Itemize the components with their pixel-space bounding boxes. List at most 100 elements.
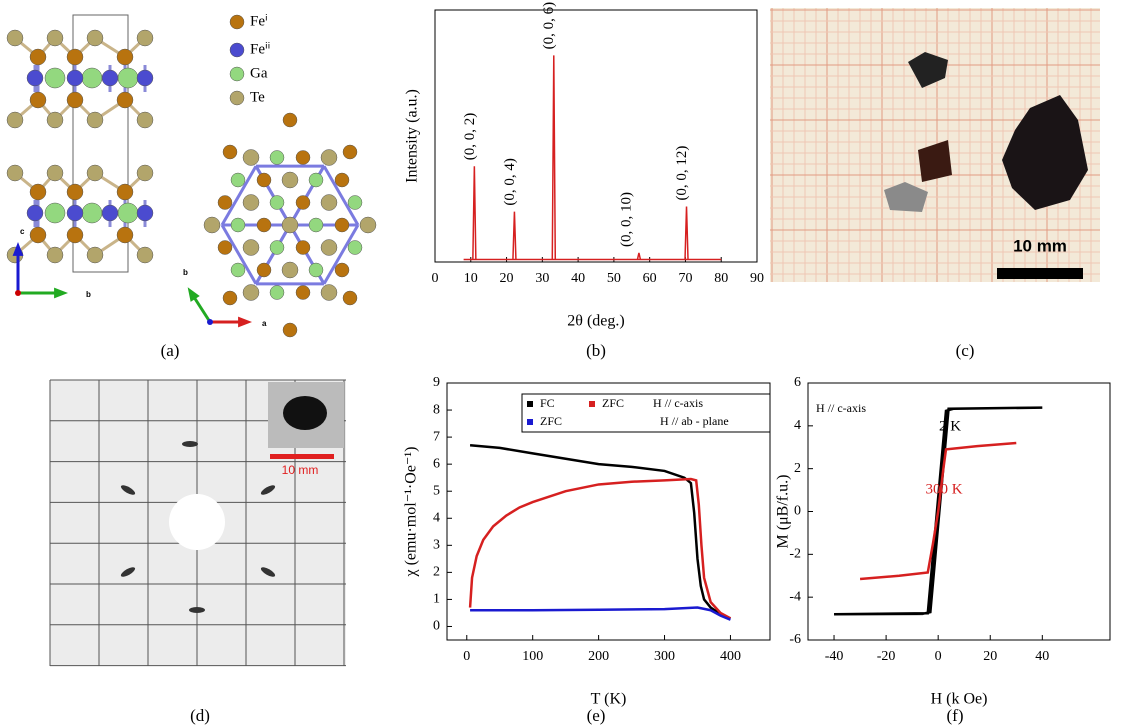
atom bbox=[295, 240, 311, 255]
atom bbox=[334, 262, 350, 278]
x-tick-label: 80 bbox=[714, 271, 728, 286]
atom bbox=[269, 195, 285, 210]
atom bbox=[282, 112, 298, 128]
panel-label: (d) bbox=[190, 706, 210, 725]
legend-swatch bbox=[527, 419, 533, 425]
atom bbox=[295, 285, 311, 300]
x-tick-label: 20 bbox=[500, 271, 514, 286]
y-tick-label: -2 bbox=[789, 547, 801, 562]
atom bbox=[229, 42, 245, 58]
atom bbox=[44, 202, 66, 224]
legend-label: Feⁱ bbox=[250, 13, 268, 29]
x-tick-label: 10 bbox=[464, 271, 478, 286]
bond bbox=[322, 165, 360, 226]
atom bbox=[229, 90, 245, 106]
panel-label: (c) bbox=[956, 341, 975, 360]
atom bbox=[295, 150, 311, 165]
legend-label: Te bbox=[250, 89, 265, 105]
atom bbox=[136, 111, 154, 129]
x-tick-label: -40 bbox=[825, 649, 844, 664]
axis-origin bbox=[207, 319, 213, 325]
atom bbox=[203, 216, 221, 234]
atom bbox=[230, 217, 246, 233]
scale-label: 10 mm bbox=[1013, 236, 1067, 255]
y-tick-label: 2 bbox=[794, 461, 801, 476]
peak-label: (0, 0, 2) bbox=[462, 113, 478, 161]
panel-label: (e) bbox=[587, 706, 606, 725]
annotation: H // c-axis bbox=[816, 401, 866, 415]
atom bbox=[269, 150, 285, 165]
atom bbox=[116, 91, 134, 109]
bond bbox=[220, 224, 258, 285]
y-axis-label: M (μB/f.u.) bbox=[775, 475, 792, 549]
data-line bbox=[468, 477, 732, 620]
atom bbox=[281, 171, 299, 189]
atom bbox=[46, 164, 64, 182]
atom bbox=[269, 240, 285, 255]
atom bbox=[256, 262, 272, 278]
atom bbox=[359, 216, 377, 234]
atom bbox=[66, 69, 84, 87]
legend-swatch bbox=[589, 401, 595, 407]
atom bbox=[222, 144, 238, 160]
bond bbox=[220, 165, 258, 226]
atom bbox=[46, 246, 64, 264]
laue-spot bbox=[260, 567, 276, 577]
atom bbox=[347, 240, 363, 255]
atom bbox=[86, 164, 104, 182]
laue-spot bbox=[189, 607, 205, 613]
atom bbox=[117, 67, 139, 89]
unit-cell bbox=[72, 14, 129, 273]
peak-label: (0, 0, 10) bbox=[618, 192, 634, 247]
atom bbox=[320, 284, 338, 301]
atom bbox=[86, 246, 104, 264]
inset-crystal bbox=[283, 396, 327, 430]
atom bbox=[334, 172, 350, 188]
atom bbox=[320, 149, 338, 166]
atom bbox=[26, 204, 44, 222]
atom bbox=[86, 29, 104, 47]
y-tick-label: 0 bbox=[433, 619, 440, 634]
atom bbox=[136, 204, 154, 222]
x-axis-label: H (k Oe) bbox=[931, 691, 988, 708]
x-tick-label: 0 bbox=[463, 649, 470, 664]
atom bbox=[256, 217, 272, 233]
x-axis-label: T (K) bbox=[591, 691, 627, 708]
atom bbox=[217, 240, 233, 255]
peak bbox=[636, 252, 642, 260]
arrow-head bbox=[187, 287, 200, 302]
atom bbox=[230, 262, 246, 278]
y-tick-label: 5 bbox=[433, 483, 440, 498]
atom bbox=[101, 204, 119, 222]
data-line bbox=[859, 441, 1017, 581]
atom bbox=[44, 67, 66, 89]
arrow-head bbox=[238, 316, 252, 328]
laue-spot bbox=[260, 485, 276, 495]
x-tick-label: 50 bbox=[607, 271, 621, 286]
legend-label: Feⁱⁱ bbox=[250, 41, 270, 57]
atom bbox=[116, 183, 134, 201]
peak-label: (0, 0, 12) bbox=[674, 146, 690, 201]
crystal bbox=[908, 52, 948, 88]
atom bbox=[230, 172, 246, 188]
atom bbox=[6, 29, 24, 47]
beam-stop bbox=[169, 494, 225, 550]
axis-label: c bbox=[20, 227, 25, 236]
atom bbox=[334, 217, 350, 233]
y-tick-label: 7 bbox=[433, 429, 440, 444]
legend-note: H // c-axis bbox=[653, 396, 703, 410]
crystal bbox=[884, 182, 928, 212]
x-tick-label: 20 bbox=[983, 649, 997, 664]
atom bbox=[308, 172, 324, 188]
axis-label: a bbox=[262, 319, 267, 328]
legend-label: Ga bbox=[250, 65, 268, 81]
atom bbox=[136, 164, 154, 182]
x-tick-label: 70 bbox=[678, 271, 692, 286]
x-axis-label: 2θ (deg.) bbox=[567, 313, 624, 330]
atom bbox=[242, 194, 260, 211]
atom bbox=[242, 284, 260, 301]
atom bbox=[101, 69, 119, 87]
x-tick-label: 0 bbox=[432, 271, 439, 286]
atom bbox=[66, 204, 84, 222]
